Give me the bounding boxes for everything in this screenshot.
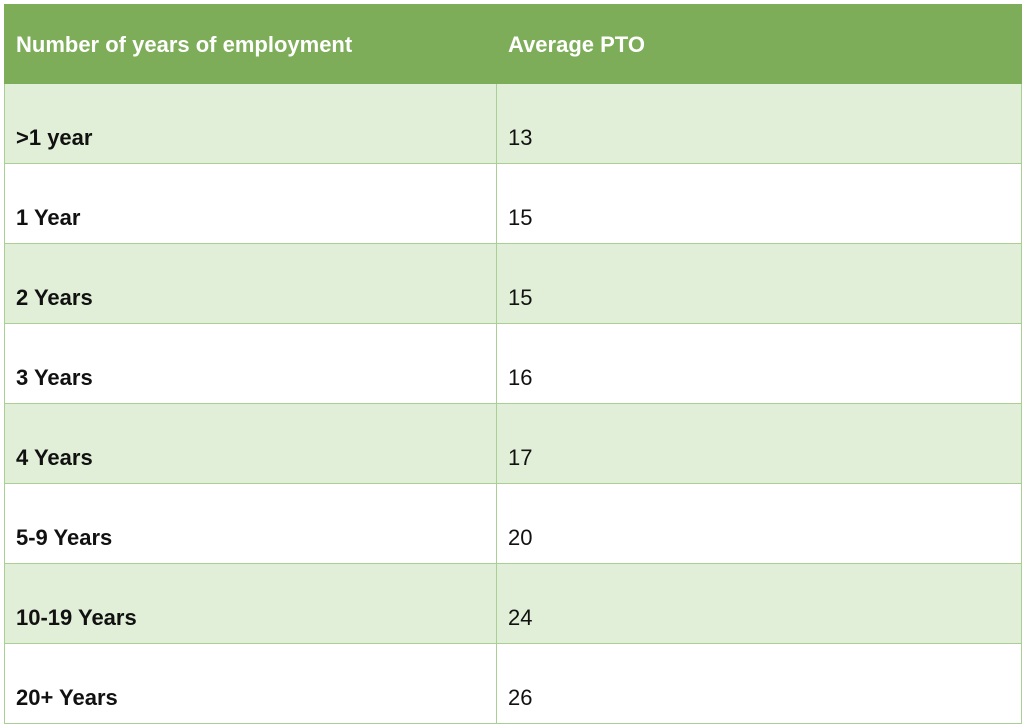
pto-cell: 26 [496,643,1022,724]
table-row: >1 year 13 [4,83,1022,164]
pto-cell: 15 [496,163,1022,244]
pto-cell: 20 [496,483,1022,564]
years-cell: 2 Years [4,243,497,324]
table-row: 4 Years 17 [4,403,1022,484]
pto-cell: 17 [496,403,1022,484]
pto-cell: 13 [496,83,1022,164]
years-cell: 20+ Years [4,643,497,724]
table-row: 5-9 Years 20 [4,483,1022,564]
years-cell: 5-9 Years [4,483,497,564]
pto-cell: 24 [496,563,1022,644]
years-cell: 4 Years [4,403,497,484]
years-cell: 3 Years [4,323,497,404]
table-row: 10-19 Years 24 [4,563,1022,644]
header-years: Number of years of employment [4,4,497,84]
pto-cell: 16 [496,323,1022,404]
table-row: 3 Years 16 [4,323,1022,404]
table-row: 20+ Years 26 [4,643,1022,724]
table-row: 1 Year 15 [4,163,1022,244]
header-average-pto: Average PTO [496,4,1022,84]
table-header: Number of years of employment Average PT… [4,4,1022,84]
table-body: >1 year 13 1 Year 15 2 Years 15 3 Years … [4,83,1022,724]
years-cell: 10-19 Years [4,563,497,644]
pto-cell: 15 [496,243,1022,324]
header-row: Number of years of employment Average PT… [4,4,1022,84]
pto-table: Number of years of employment Average PT… [4,4,1022,724]
years-cell: >1 year [4,83,497,164]
years-cell: 1 Year [4,163,497,244]
table-row: 2 Years 15 [4,243,1022,324]
